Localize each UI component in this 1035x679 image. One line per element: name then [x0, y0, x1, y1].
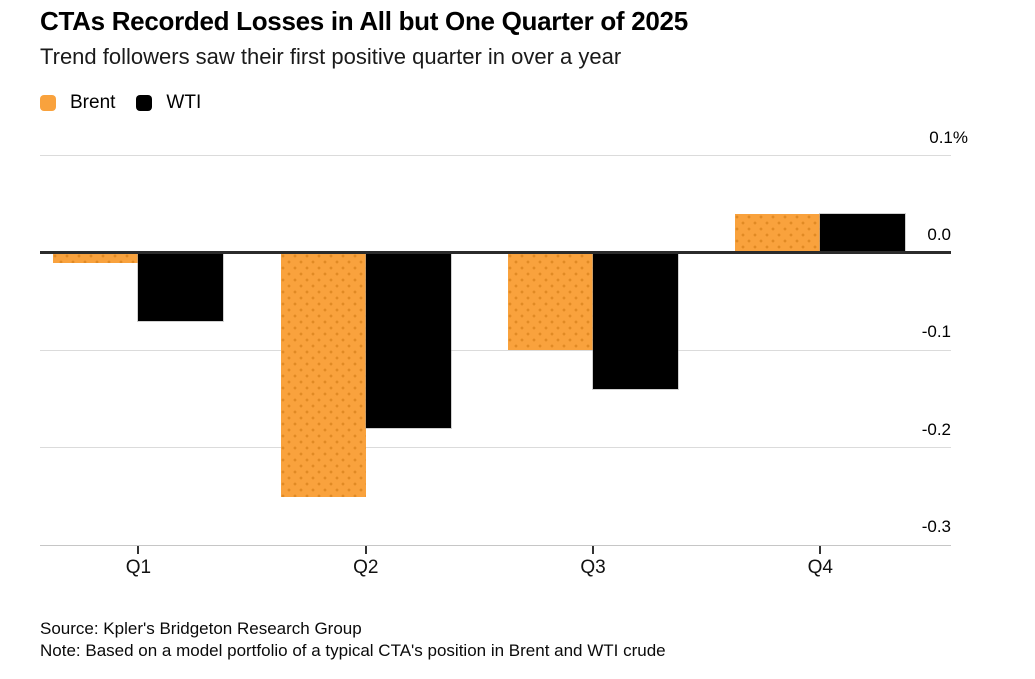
- note-line: Note: Based on a model portfolio of a ty…: [40, 641, 666, 660]
- y-axis-label: 0.0: [927, 225, 951, 244]
- x-axis-tick: [137, 546, 140, 554]
- bar-wti-q2: [365, 253, 451, 429]
- legend-item-brent: Brent: [40, 92, 115, 114]
- legend: Brent WTI: [40, 92, 201, 114]
- x-axis-label: Q1: [125, 557, 152, 578]
- bar-brent-q1: [53, 253, 139, 263]
- x-axis-tick: [592, 546, 594, 554]
- x-axis-tick: [364, 546, 367, 554]
- x-axis-label: Q4: [807, 557, 833, 578]
- x-axis-label: Q3: [580, 557, 606, 578]
- gridline: [40, 155, 951, 157]
- bar-wti-q1: [138, 253, 224, 322]
- chart-subtitle: Trend followers saw their first positive…: [40, 44, 622, 69]
- bar-brent-q3: [508, 253, 593, 351]
- gridline: [40, 349, 951, 351]
- legend-label-brent: Brent: [70, 92, 116, 113]
- zero-axis-line: [40, 251, 951, 254]
- x-axis-tick: [819, 546, 822, 554]
- y-axis-label: -0.3: [921, 517, 951, 537]
- bar-brent-q4: [735, 214, 821, 253]
- legend-label-wti: WTI: [166, 92, 202, 113]
- chart-title: CTAs Recorded Losses in All but One Quar…: [40, 6, 688, 36]
- x-axis-label: Q2: [353, 557, 379, 578]
- y-axis-label: -0.1: [921, 322, 951, 342]
- y-axis-label: 0.1%: [929, 127, 968, 147]
- bar-wti-q4: [820, 214, 906, 253]
- brent-legend-swatch-icon: [40, 95, 56, 111]
- bar-wti-q3: [593, 253, 678, 390]
- gridline: [40, 447, 951, 449]
- source-line: Source: Kpler's Bridgeton Research Group: [40, 619, 362, 638]
- wti-legend-swatch-icon: [136, 95, 153, 111]
- legend-item-wti: WTI: [136, 92, 201, 114]
- bar-brent-q2: [280, 253, 366, 497]
- y-axis-label: -0.2: [921, 419, 951, 439]
- gridline: [40, 544, 951, 546]
